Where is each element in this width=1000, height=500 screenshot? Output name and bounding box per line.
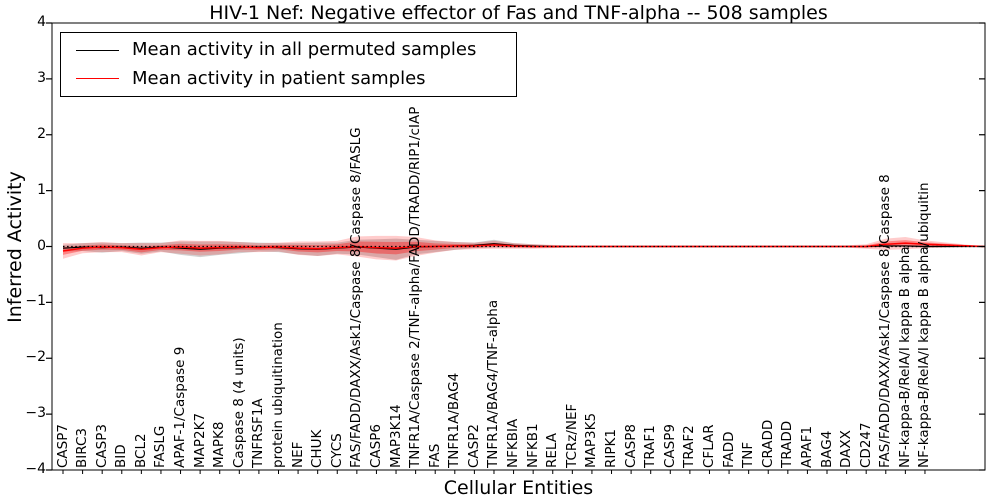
y-tick-label: −1 — [25, 293, 46, 310]
legend-label-patient: Mean activity in patient samples — [132, 67, 426, 89]
permuted-band — [63, 238, 985, 260]
x-tick-label: CASP3 — [93, 424, 110, 468]
x-tick-label: TRAF1 — [642, 425, 659, 468]
x-tick-label: CASP2 — [465, 424, 482, 468]
x-tick-label: BID — [113, 444, 130, 468]
y-tick-label: −4 — [25, 461, 46, 477]
x-tick-label: FADD — [720, 431, 737, 468]
y-tick-label: −2 — [25, 349, 46, 366]
x-tick-label: MAP3K5 — [583, 412, 600, 468]
x-tick-label: CYCS — [328, 433, 345, 468]
y-tick-label: 3 — [37, 69, 46, 86]
chart-canvas — [46, 22, 986, 474]
patient-band-inner — [63, 240, 985, 255]
legend-item-patient: Mean activity in patient samples — [61, 68, 516, 90]
x-tick-label: NEF — [289, 441, 306, 468]
legend: Mean activity in all permuted samples Me… — [60, 32, 517, 97]
y-tick-label: 1 — [37, 181, 46, 198]
permuted-line-sample — [76, 49, 119, 51]
x-axis-label: Cellular Entities — [443, 477, 594, 499]
x-tick-label: TNFR1A/Caspase 2/TNF-alpha/FADD/TRADD/RI… — [407, 106, 424, 468]
x-tick-label: TRADD — [779, 420, 796, 468]
x-tick-label: MAP2K7 — [191, 412, 208, 468]
x-tick-label: NFKB1 — [524, 423, 541, 468]
legend-item-permuted: Mean activity in all permuted samples — [61, 39, 516, 61]
x-tick-label: TNFRSF1A — [250, 398, 267, 468]
x-tick-label: FASLG — [152, 425, 169, 468]
x-tick-label: FAS — [426, 443, 443, 468]
x-tick-label: Caspase 8 (4 units) — [230, 337, 247, 468]
x-tick-label: BCL2 — [132, 433, 149, 468]
x-tick-label: CFLAR — [700, 424, 717, 468]
x-tick-label: MAP3K14 — [387, 404, 404, 468]
x-tick-label: CASP9 — [661, 424, 678, 468]
x-tick-label: APAF1 — [798, 425, 815, 468]
y-tick-label: −3 — [25, 405, 46, 422]
x-tick-label: RIPK1 — [603, 429, 620, 468]
x-tick-label: NF-kappa-B/RelA/I kappa B alpha/ubiquiti… — [916, 182, 933, 468]
x-tick-label: BAG4 — [818, 430, 835, 468]
x-tick-label: TNF — [740, 441, 757, 468]
x-tick-label: DAXX — [838, 430, 855, 468]
patient-line-sample — [76, 78, 119, 80]
x-tick-label: MAPK8 — [211, 421, 228, 468]
x-tick-label: CD247 — [857, 422, 874, 468]
y-tick-label: 0 — [37, 237, 46, 254]
x-tick-label: TCRz/NEF — [563, 403, 580, 468]
x-tick-label: CASP6 — [367, 424, 384, 468]
patient-band-outer — [63, 235, 985, 261]
x-tick-label: CRADD — [759, 419, 776, 468]
x-tick-label: TNFR1A/BAG4 — [446, 372, 463, 468]
x-tick-label: CASP7 — [54, 424, 71, 468]
legend-label-permuted: Mean activity in all permuted samples — [132, 39, 477, 61]
x-tick-label: TNFR1A/BAG4/TNF-alpha — [485, 299, 502, 468]
x-tick-label: NFKBIA — [505, 418, 522, 468]
y-tick-label: 2 — [37, 125, 46, 142]
x-tick-label: CHUK — [309, 429, 326, 468]
x-tick-label: BIRC3 — [74, 428, 91, 468]
x-tick-label: protein ubiquitination — [269, 322, 286, 468]
y-tick-label: 4 — [37, 14, 46, 30]
x-tick-label: FAS/FADD/DAXX/Ask1/Caspase 8/Caspase 8/F… — [348, 127, 365, 468]
chart-title: HIV-1 Nef: Negative effector of Fas and … — [209, 2, 828, 24]
x-tick-label: RELA — [544, 433, 561, 468]
x-tick-label: APAF-1/Caspase 9 — [172, 346, 189, 468]
x-tick-label: CASP8 — [622, 424, 639, 468]
x-tick-label: NF-kappa-B/RelA/I kappa B alpha — [896, 246, 913, 468]
x-tick-label: FAS/FADD/DAXX/Ask1/Caspase 8/Caspase 8 — [877, 174, 894, 468]
x-tick-label: TRAF2 — [681, 425, 698, 468]
